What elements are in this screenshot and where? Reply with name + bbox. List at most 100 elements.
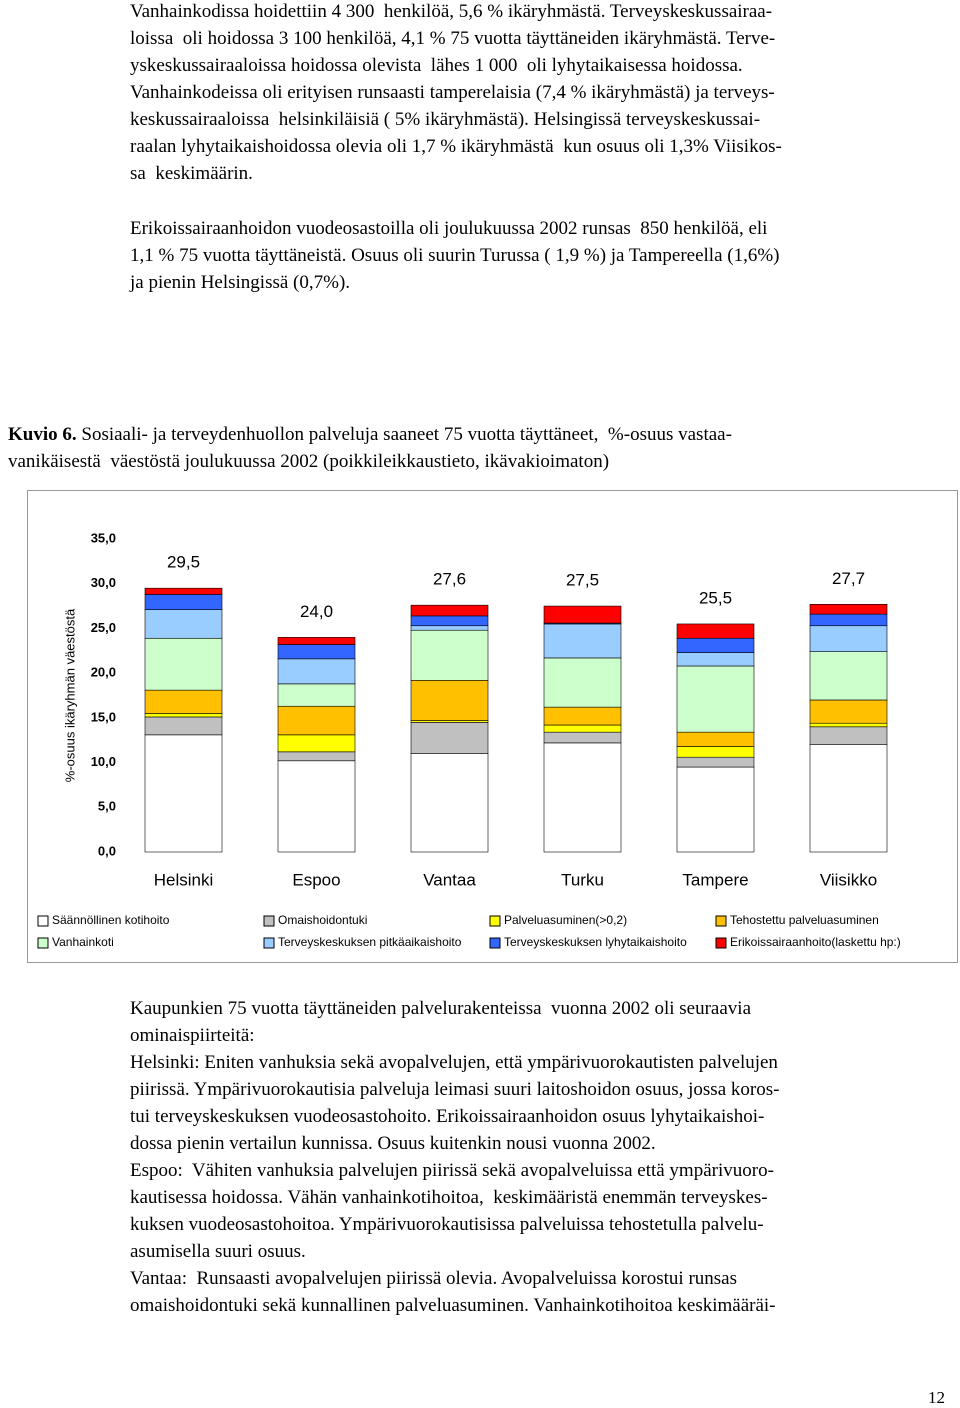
bar-segment xyxy=(144,637,223,691)
bar-segment xyxy=(410,679,489,721)
total-label: 27,6 xyxy=(433,570,466,589)
bar-segment xyxy=(144,689,223,714)
text-line: Vanhainkodissa hoidettiin 4 300 henkilöä… xyxy=(130,1,773,22)
caption-label: Kuvio 6. xyxy=(8,424,77,445)
total-label: 27,5 xyxy=(566,571,599,590)
bar-segment xyxy=(676,665,755,733)
text-line: Erikoissairaanhoidon vuodeosastoilla oli… xyxy=(130,218,768,239)
y-tick-label: 30,0 xyxy=(91,575,116,590)
legend-swatch xyxy=(715,915,727,927)
x-tick-label: Viisikko xyxy=(820,870,877,889)
y-tick-label: 0,0 xyxy=(98,843,116,858)
text-line: Vantaa: Runsaasti avopalvelujen piirissä… xyxy=(130,1268,737,1289)
bar-segment xyxy=(676,746,755,758)
bar-segment xyxy=(676,623,755,639)
bar-segment xyxy=(676,756,755,768)
text-line: yskeskussairaaloissa hoidossa olevista l… xyxy=(130,55,743,76)
caption-line: vanikäisestä väestöstä joulukuussa 2002 … xyxy=(8,451,610,472)
bar-segment xyxy=(144,734,223,853)
x-tick-label: Espoo xyxy=(292,870,340,889)
text-line: raalan lyhytaikaishoidossa olevia oli 1,… xyxy=(130,136,782,157)
legend-swatch xyxy=(37,915,49,927)
page-number: 12 xyxy=(928,1388,945,1407)
bar-segment xyxy=(676,652,755,667)
legend-swatch xyxy=(715,937,727,949)
legend-label: Säännöllinen kotihoito xyxy=(52,913,170,927)
bar-segment xyxy=(543,605,622,624)
x-tick-label: Turku xyxy=(561,870,604,889)
text-line: Kaupunkien 75 vuotta täyttäneiden palvel… xyxy=(130,998,752,1019)
bar-segment xyxy=(144,716,223,736)
legend-swatch xyxy=(489,937,501,949)
bar-segment xyxy=(809,722,888,728)
bar-segment xyxy=(144,594,223,610)
bar-segment xyxy=(144,609,223,639)
bar-segment xyxy=(410,629,489,681)
text-line: loissa oli hoidossa 3 100 henkilöä, 4,1 … xyxy=(130,28,776,49)
bar-segment xyxy=(543,742,622,853)
caption-line: Kuvio 6. Sosiaali- ja terveydenhuollon p… xyxy=(8,424,732,446)
text-line: ja pienin Helsingissä (0,7%). xyxy=(130,272,351,293)
y-tick-label: 5,0 xyxy=(98,799,116,814)
bar-segment xyxy=(809,726,888,745)
bar-segment xyxy=(277,637,356,645)
total-label: 24,0 xyxy=(300,602,333,621)
x-tick-label: Helsinki xyxy=(154,870,214,889)
text-line: Helsinki: Eniten vanhuksia sekä avopalve… xyxy=(130,1052,778,1073)
legend-label: Terveyskeskuksen pitkäaikaishoito xyxy=(278,935,462,949)
y-tick-label: 15,0 xyxy=(91,709,116,724)
bar-segment xyxy=(277,644,356,660)
total-label: 29,5 xyxy=(167,553,200,572)
bar-segment xyxy=(410,604,489,617)
bar-segment xyxy=(410,625,489,631)
bar-segment xyxy=(277,705,356,736)
bar-segment xyxy=(144,587,223,595)
text-line: omaishoidontuki sekä kunnallinen palvelu… xyxy=(130,1295,776,1316)
y-axis-title: %-osuus ikäryhmän väestöstä xyxy=(62,608,77,782)
bar-segment xyxy=(809,603,888,615)
text-line: piirissä. Ympärivuorokautisia palveluja … xyxy=(130,1079,780,1100)
bar-segment xyxy=(277,734,356,753)
bar-segment xyxy=(809,651,888,701)
x-tick-label: Vantaa xyxy=(423,870,476,889)
bar-segment xyxy=(410,753,489,853)
legend-label: Palveluasuminen(>0,2) xyxy=(504,913,627,927)
legend-label: Tehostettu palveluasuminen xyxy=(730,913,879,927)
bar-segment xyxy=(676,637,755,653)
bar-segment xyxy=(277,751,356,762)
legend-swatch xyxy=(263,915,275,927)
text-line: keskussairaaloissa helsinkiläisiä ( 5% i… xyxy=(130,109,761,130)
legend-swatch xyxy=(263,937,275,949)
legend-label: Omaishoidontuki xyxy=(278,913,367,927)
bar-segment xyxy=(809,699,888,724)
text-line: Vanhainkodeissa oli erityisen runsaasti … xyxy=(130,82,775,103)
bar-segment xyxy=(277,683,356,707)
text-line: ominaispiirteitä: xyxy=(130,1025,255,1046)
text-line: sa keskimäärin. xyxy=(130,163,253,184)
bar-segment xyxy=(809,744,888,853)
x-tick-label: Tampere xyxy=(682,870,748,889)
bar-segment xyxy=(809,625,888,652)
bar-segment xyxy=(543,657,622,708)
y-tick-label: 10,0 xyxy=(91,754,116,769)
bar-segment xyxy=(543,731,622,744)
bar-segment xyxy=(809,613,888,627)
bar-segment xyxy=(543,706,622,726)
bar-segment xyxy=(543,724,622,733)
legend-swatch xyxy=(37,937,49,949)
legend-label: Terveyskeskuksen lyhytaikaishoito xyxy=(504,935,687,949)
bar-segment xyxy=(277,658,356,685)
text-line: tui terveyskeskuksen vuodeosastohoito. E… xyxy=(130,1106,765,1127)
y-tick-label: 25,0 xyxy=(91,620,116,635)
text-line: dossa pienin vertailun kunnissa. Osuus k… xyxy=(130,1133,656,1154)
bar-segment xyxy=(543,623,622,659)
y-tick-label: 20,0 xyxy=(91,665,116,680)
chart: %-osuus ikäryhmän väestöstä 0,0 5,0 10,0 15,… xyxy=(27,490,958,963)
text-line: Espoo: Vähiten vanhuksia palvelujen piir… xyxy=(130,1160,774,1181)
y-tick-label: 35,0 xyxy=(91,530,116,545)
total-label: 25,5 xyxy=(699,588,732,607)
bar-segment xyxy=(144,713,223,718)
text-line: kuksen vuodeosastohoitoa. Ympärivuorokau… xyxy=(130,1214,764,1235)
legend-swatch xyxy=(489,915,501,927)
